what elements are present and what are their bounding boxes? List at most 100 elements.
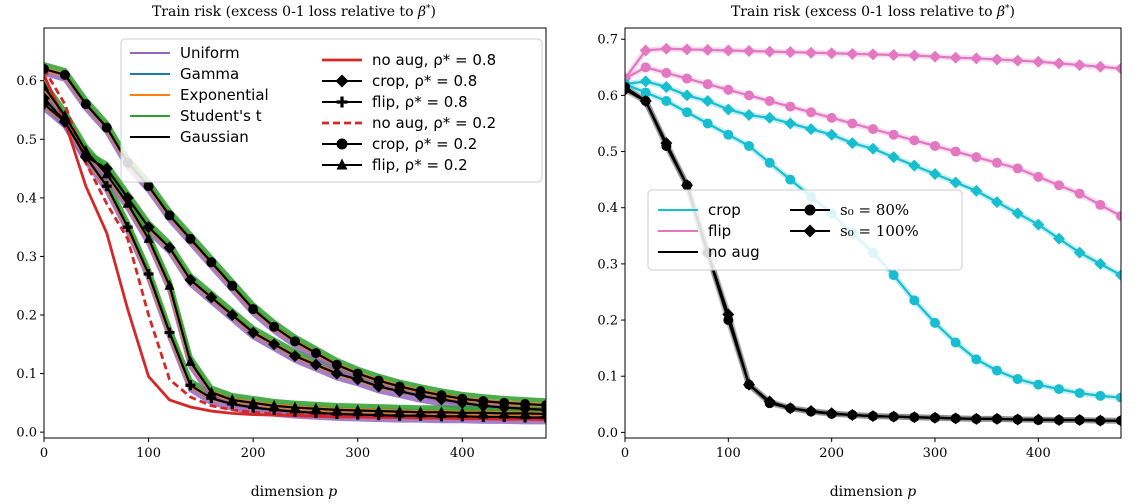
data-point [164, 279, 175, 290]
data-point [640, 87, 651, 98]
data-point [1011, 207, 1024, 220]
data-point [122, 197, 133, 208]
y-tick-label: 0.1 [16, 367, 37, 382]
left-chart-title: Train risk (excess 0-1 loss relative to … [152, 4, 436, 20]
data-point [541, 407, 546, 418]
data-point [1116, 392, 1121, 403]
data-point [846, 137, 859, 150]
data-point [478, 406, 489, 417]
data-point [909, 295, 920, 306]
data-point [1095, 390, 1106, 401]
x-tick-label: 100 [136, 446, 161, 461]
data-point [661, 67, 672, 78]
data-point [639, 44, 652, 57]
data-point [352, 368, 363, 379]
data-point [702, 79, 713, 90]
legend-entry: Uniform [130, 44, 240, 62]
data-point [101, 168, 112, 179]
data-point [289, 350, 301, 362]
legend-label: flip [708, 222, 731, 240]
data-point [867, 48, 879, 61]
data-point [784, 46, 797, 59]
legend-entry: Gaussian [130, 128, 249, 146]
legend-marker [336, 158, 348, 170]
data-point [805, 123, 817, 136]
data-point [743, 109, 755, 122]
legend-label: Gaussian [180, 128, 249, 146]
data-point [785, 174, 796, 185]
legend-label: s₀ = 100% [840, 222, 919, 240]
legend-entry: no aug [658, 243, 760, 261]
data-point [499, 397, 510, 408]
y-tick-label: 0.5 [597, 145, 618, 160]
data-point [949, 51, 962, 64]
data-point [1053, 57, 1065, 70]
data-point [1054, 384, 1064, 395]
legend-label: crop, ρ* = 0.2 [372, 135, 477, 153]
x-tick-label: 0 [40, 446, 48, 461]
data-point [1074, 188, 1085, 199]
data-point [269, 321, 280, 332]
data-point [970, 184, 983, 197]
legend-label: Student's t [180, 107, 262, 125]
data-point [1012, 374, 1023, 385]
left-chart: Train risk (excess 0-1 loss relative to … [16, 4, 547, 500]
data-point [373, 405, 384, 416]
data-point [992, 157, 1002, 168]
legend-entry: flip, ρ* = 0.8 [322, 93, 468, 111]
data-point [142, 221, 155, 234]
y-tick-label: 0.3 [597, 257, 618, 272]
data-point [744, 140, 754, 151]
data-point [1095, 199, 1106, 210]
data-point [541, 400, 546, 411]
data-point [185, 233, 196, 244]
data-point [888, 129, 899, 140]
data-point [415, 406, 426, 417]
data-point [991, 53, 1003, 66]
legend-label: no aug, ρ* = 0.2 [372, 114, 496, 132]
data-point [971, 152, 982, 163]
data-point [971, 354, 982, 365]
data-point [331, 403, 342, 414]
data-point [373, 375, 384, 386]
legend-entry: s₀ = 80% [790, 201, 909, 219]
legend-label: flip, ρ* = 0.2 [372, 156, 468, 174]
data-point [1053, 232, 1065, 245]
data-point [1095, 415, 1106, 426]
data-point [143, 269, 154, 279]
data-point [764, 96, 775, 107]
data-point [1073, 59, 1086, 72]
y-tick-label: 0.4 [16, 191, 37, 206]
data-point [681, 89, 693, 102]
data-point [660, 80, 673, 93]
data-point [868, 411, 878, 422]
y-tick-label: 0.3 [16, 250, 37, 265]
data-point [970, 52, 983, 65]
data-point [702, 118, 713, 129]
y-tick-label: 0.4 [597, 201, 618, 216]
data-point [1011, 54, 1024, 67]
data-point [205, 291, 218, 304]
right-chart: Train risk (excess 0-1 loss relative to … [597, 4, 1122, 500]
legend-marker [335, 74, 349, 88]
data-point [352, 404, 363, 415]
data-point [723, 84, 734, 95]
data-point [143, 232, 154, 243]
legend-marker [803, 224, 817, 238]
data-point [950, 413, 961, 424]
y-tick-label: 0.2 [597, 314, 618, 329]
data-point [908, 159, 921, 172]
data-point [394, 381, 405, 392]
x-tick-label: 300 [923, 446, 948, 461]
y-tick-label: 0.0 [16, 426, 37, 441]
data-point [723, 129, 734, 140]
data-point [394, 405, 405, 416]
x-tick-label: 200 [241, 446, 266, 461]
legend-label: no aug, ρ* = 0.8 [372, 51, 496, 69]
data-point [206, 257, 217, 268]
legend-label: crop, ρ* = 0.8 [372, 72, 477, 90]
data-point [101, 181, 112, 192]
data-point [185, 355, 196, 366]
data-point [1054, 415, 1064, 426]
